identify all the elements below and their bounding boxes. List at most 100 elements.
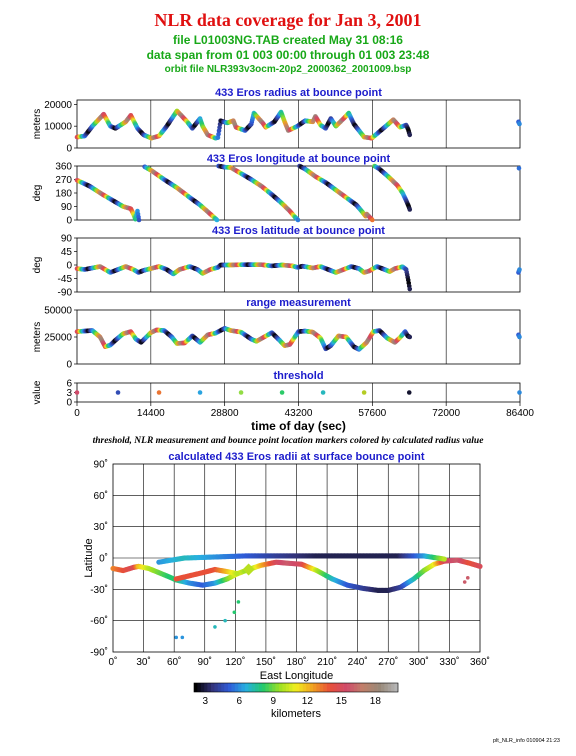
threshold-data-point (197, 390, 203, 395)
map-xtick-label: 30˚ (136, 656, 150, 668)
colorbar-segment (194, 683, 198, 692)
latitude-ytick-label: -90 (58, 288, 73, 299)
time-xtick-label: 43200 (285, 408, 313, 419)
range-ytick-label: 50000 (44, 306, 72, 317)
map-xlabel: East Longitude (260, 670, 333, 682)
colorbar-frame (193, 682, 399, 693)
colorbar-segment (275, 683, 280, 692)
map-data-point (462, 580, 467, 584)
radius-ytick-label: 0 (66, 144, 72, 155)
map-title: calculated 433 Eros radii at surface bou… (168, 451, 424, 463)
threshold-data-point (74, 390, 80, 395)
colorbar-segment (241, 683, 246, 692)
latitude-ylabel: deg (32, 257, 43, 274)
range-data-point (407, 334, 413, 340)
longitude-ytick-label: 360 (55, 162, 72, 173)
colorbar-segment (268, 683, 273, 692)
time-xlabel: time of day (sec) (251, 419, 346, 433)
map-xtick-label: 210˚ (317, 656, 337, 668)
threshold-panel-title: threshold (273, 370, 323, 382)
map-data-point (180, 635, 185, 640)
longitude-data-point (136, 217, 142, 223)
colorbar-segment (347, 683, 351, 692)
colorbar-segment (282, 683, 287, 692)
threshold-ytick-label: 6 (66, 379, 72, 390)
longitude-panel-title: 433 Eros longitude at bounce point (207, 153, 391, 165)
colorbar-segment (231, 683, 236, 692)
map-data-point (465, 576, 470, 580)
threshold-ylabel: value (32, 380, 43, 404)
colorbar-segment (302, 683, 307, 692)
colorbar-segment (316, 683, 321, 692)
colorbar-segment (319, 683, 324, 692)
colorbar-tick-label: 6 (237, 696, 243, 707)
map-data-point (234, 571, 240, 577)
data-span-line: data span from 01 003 00:00 through 01 0… (146, 48, 430, 62)
map-xtick-label: 180˚ (286, 656, 306, 668)
colorbar-segment (289, 683, 293, 692)
colorbar-segment (313, 683, 317, 692)
colorbar-segment (360, 683, 365, 692)
threshold-data-point (156, 390, 162, 395)
radius-data-point (217, 125, 222, 130)
map-data-point (441, 556, 447, 562)
colorbar-segment (377, 683, 382, 692)
colorbar-segment (234, 683, 239, 692)
map-data-point (236, 600, 241, 604)
colorbar-segment (279, 683, 283, 692)
map-data-point (477, 563, 483, 569)
colorbar-segment (224, 683, 229, 692)
colorbar-segment (204, 683, 208, 692)
map-ytick-label: 90˚ (94, 459, 108, 471)
map-ytick-label: 60˚ (94, 490, 108, 502)
radius-data-point (216, 128, 222, 134)
colorbar-tick-label: 15 (336, 696, 348, 707)
colorbar-segment (228, 683, 232, 692)
radius-panel-title: 433 Eros radius at bounce point (215, 87, 382, 99)
colorbar-segment (262, 683, 266, 692)
map-data-point (213, 625, 217, 629)
map-data-point (242, 563, 255, 576)
colorbar-segment (285, 683, 290, 692)
colorbar-segment (211, 683, 215, 692)
threshold-data-point (517, 390, 522, 395)
colorbar-segment (384, 683, 389, 692)
page-title: NLR data coverage for Jan 3, 2001 (154, 10, 422, 30)
range-ylabel: meters (32, 322, 43, 353)
colorbar-segment (265, 683, 270, 692)
map-xtick-label: 270˚ (378, 656, 398, 668)
latitude-panel-title: 433 Eros latitude at bounce point (212, 225, 385, 237)
longitude-ytick-label: 0 (66, 216, 72, 227)
threshold-ytick-label: 0 (66, 398, 72, 409)
map-ytick-label: 30˚ (94, 521, 108, 533)
latitude-ytick-label: 45 (61, 247, 73, 258)
radius-ylabel: meters (32, 109, 43, 140)
range-panel-title: range measurement (246, 297, 351, 309)
colorbar-segment (387, 683, 392, 692)
map-xtick-label: 0˚ (109, 656, 118, 668)
time-xtick-label: 28800 (211, 408, 239, 419)
colorbar-segment (200, 683, 205, 692)
colorbar-segment (258, 683, 263, 692)
colorbar-tick-label: 9 (271, 696, 277, 707)
time-xtick-label: 86400 (506, 408, 534, 419)
colorbar-segment (245, 683, 249, 692)
longitude-data-point (295, 217, 301, 223)
colorbar-segment (238, 683, 242, 692)
map-data-point (232, 610, 237, 615)
time-xtick-label: 0 (74, 408, 80, 419)
map-ytick-label: -60˚ (90, 615, 108, 627)
longitude-data-point (516, 165, 522, 171)
colorbar-segment (326, 683, 331, 692)
threshold-data-point (361, 390, 367, 395)
colorbar-segment (343, 683, 348, 692)
orbit-file-line: orbit file NLR393v3ocm-20p2_2000362_2001… (164, 64, 412, 75)
longitude-ytick-label: 180 (55, 189, 72, 200)
radius-data-point (215, 135, 221, 140)
radius-ytick-label: 10000 (44, 122, 72, 133)
range-data-point (517, 334, 522, 340)
longitude-ytick-label: 270 (55, 175, 72, 186)
longitude-ytick-label: 90 (61, 202, 73, 213)
latitude-ytick-label: 90 (61, 234, 73, 245)
map-data-point (174, 635, 179, 640)
